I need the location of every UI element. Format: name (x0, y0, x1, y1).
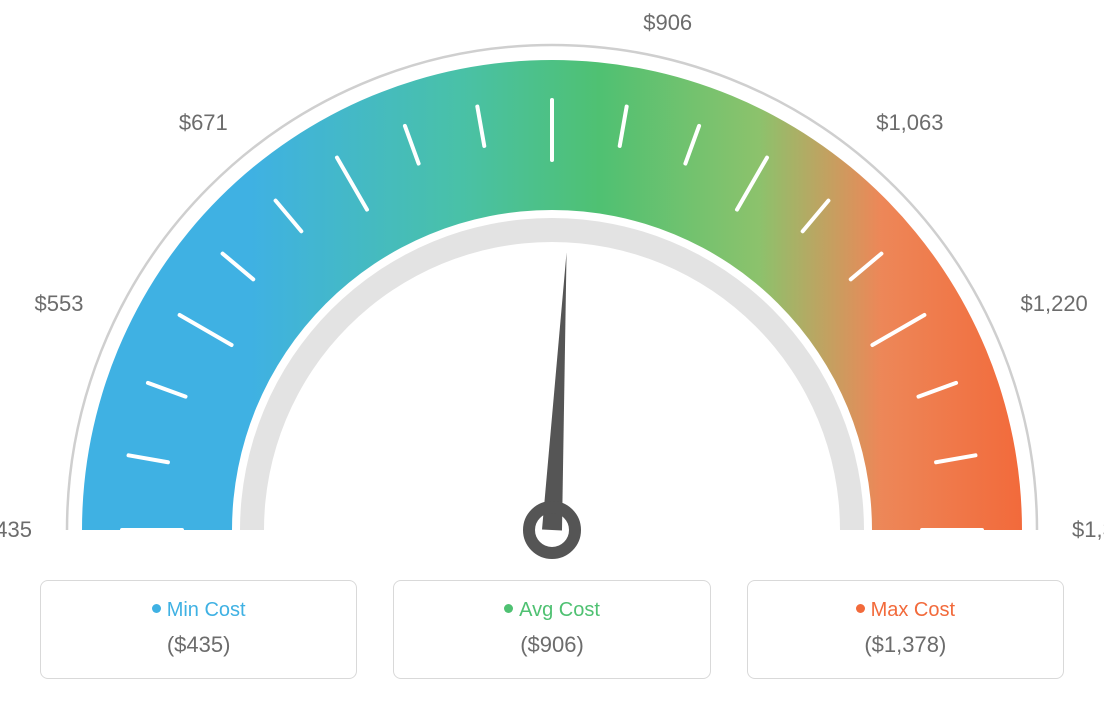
legend-value-max: ($1,378) (758, 632, 1053, 658)
legend-card-min: Min Cost ($435) (40, 580, 357, 679)
legend-label-min: Min Cost (167, 599, 246, 621)
legend-title-min: Min Cost (51, 599, 346, 622)
legend-title-max: Max Cost (758, 599, 1053, 622)
legend-label-avg: Avg Cost (519, 599, 600, 621)
legend-card-max: Max Cost ($1,378) (747, 580, 1064, 679)
legend-label-max: Max Cost (871, 599, 955, 621)
gauge-tick-label: $906 (643, 10, 692, 36)
gauge-tick-label: $671 (179, 110, 228, 136)
gauge-tick-label: $553 (35, 291, 84, 317)
legend-title-avg: Avg Cost (404, 599, 699, 622)
gauge-tick-label: $1,378 (1072, 517, 1104, 543)
gauge-chart: $435 $553 $671 $906 $1,063 $1,220 $1,378 (0, 0, 1104, 560)
gauge-tick-label: $435 (0, 517, 32, 543)
legend-row: Min Cost ($435) Avg Cost ($906) Max Cost… (0, 560, 1104, 719)
gauge-tick-label: $1,063 (876, 110, 943, 136)
legend-card-avg: Avg Cost ($906) (393, 580, 710, 679)
legend-value-min: ($435) (51, 632, 346, 658)
gauge-svg (0, 0, 1104, 560)
legend-dot-max (856, 604, 865, 613)
legend-dot-min (152, 604, 161, 613)
legend-dot-avg (504, 604, 513, 613)
gauge-tick-label: $1,220 (1021, 291, 1088, 317)
legend-value-avg: ($906) (404, 632, 699, 658)
